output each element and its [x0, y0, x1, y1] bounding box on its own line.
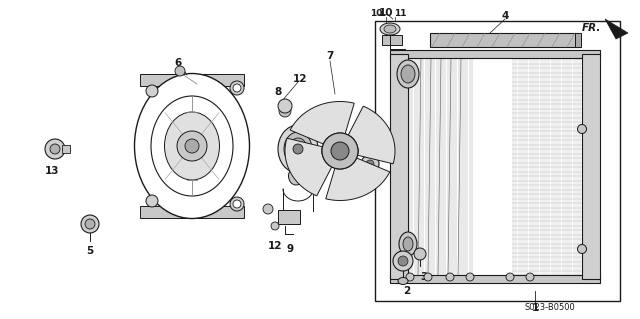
- Text: 13: 13: [45, 166, 60, 176]
- Bar: [140, 206, 244, 218]
- Bar: [430, 33, 580, 47]
- Text: S023-B0500: S023-B0500: [525, 302, 575, 311]
- Polygon shape: [285, 138, 332, 196]
- Text: 9: 9: [287, 244, 294, 254]
- Ellipse shape: [278, 125, 318, 173]
- Bar: [62, 145, 70, 153]
- Text: FR.: FR.: [582, 23, 601, 33]
- Circle shape: [361, 155, 379, 173]
- Ellipse shape: [289, 167, 303, 185]
- Ellipse shape: [284, 132, 312, 166]
- Ellipse shape: [146, 85, 158, 97]
- Circle shape: [177, 131, 207, 161]
- Ellipse shape: [577, 124, 586, 133]
- Text: 11: 11: [394, 10, 406, 19]
- Text: 4: 4: [501, 11, 509, 21]
- Circle shape: [322, 133, 358, 169]
- Circle shape: [398, 256, 408, 266]
- Circle shape: [336, 147, 344, 155]
- Circle shape: [85, 219, 95, 229]
- Text: 10: 10: [379, 8, 393, 18]
- Ellipse shape: [230, 197, 244, 211]
- Bar: [140, 74, 244, 86]
- Circle shape: [45, 139, 65, 159]
- Polygon shape: [348, 106, 395, 164]
- Text: 12: 12: [268, 241, 282, 251]
- Bar: [278, 210, 300, 224]
- Ellipse shape: [466, 273, 474, 281]
- Circle shape: [263, 204, 273, 214]
- Circle shape: [185, 139, 199, 153]
- Circle shape: [331, 142, 349, 160]
- Text: 3: 3: [420, 272, 428, 282]
- Text: 7: 7: [326, 51, 333, 61]
- Bar: [390, 50, 600, 58]
- Bar: [575, 33, 581, 47]
- Circle shape: [81, 215, 99, 233]
- Ellipse shape: [506, 273, 514, 281]
- Circle shape: [271, 222, 279, 230]
- Ellipse shape: [230, 81, 244, 95]
- Ellipse shape: [151, 96, 233, 196]
- Ellipse shape: [134, 73, 250, 219]
- Circle shape: [366, 160, 374, 168]
- Bar: [390, 275, 600, 283]
- Text: 2: 2: [403, 286, 411, 296]
- Text: 12: 12: [292, 74, 307, 84]
- Text: 5: 5: [86, 246, 93, 256]
- Circle shape: [50, 144, 60, 154]
- Circle shape: [293, 144, 303, 154]
- Text: 6: 6: [174, 58, 182, 68]
- Ellipse shape: [406, 273, 414, 281]
- Circle shape: [279, 105, 291, 117]
- Ellipse shape: [397, 60, 419, 88]
- Ellipse shape: [446, 273, 454, 281]
- Ellipse shape: [403, 237, 413, 251]
- Bar: [390, 54, 408, 279]
- Ellipse shape: [577, 244, 586, 254]
- Bar: [382, 35, 402, 45]
- Ellipse shape: [380, 23, 400, 35]
- Bar: [375, 21, 620, 301]
- Text: 1: 1: [531, 303, 539, 313]
- Circle shape: [233, 200, 241, 208]
- Ellipse shape: [424, 273, 432, 281]
- Ellipse shape: [384, 25, 396, 33]
- Polygon shape: [290, 101, 354, 144]
- Circle shape: [322, 133, 358, 169]
- Circle shape: [393, 251, 413, 271]
- Ellipse shape: [146, 195, 158, 207]
- Text: 14: 14: [356, 139, 371, 149]
- Ellipse shape: [401, 65, 415, 83]
- Circle shape: [175, 66, 185, 76]
- Text: 8: 8: [275, 87, 282, 97]
- Ellipse shape: [398, 278, 408, 285]
- Ellipse shape: [289, 138, 307, 160]
- Ellipse shape: [399, 232, 417, 256]
- Circle shape: [233, 84, 241, 92]
- Bar: [473, 58, 512, 275]
- Ellipse shape: [164, 112, 220, 180]
- Bar: [582, 54, 600, 279]
- Circle shape: [331, 142, 349, 160]
- Ellipse shape: [526, 273, 534, 281]
- Circle shape: [414, 248, 426, 260]
- Circle shape: [278, 99, 292, 113]
- Text: 10: 10: [370, 10, 382, 19]
- Polygon shape: [326, 158, 390, 200]
- Polygon shape: [605, 19, 628, 39]
